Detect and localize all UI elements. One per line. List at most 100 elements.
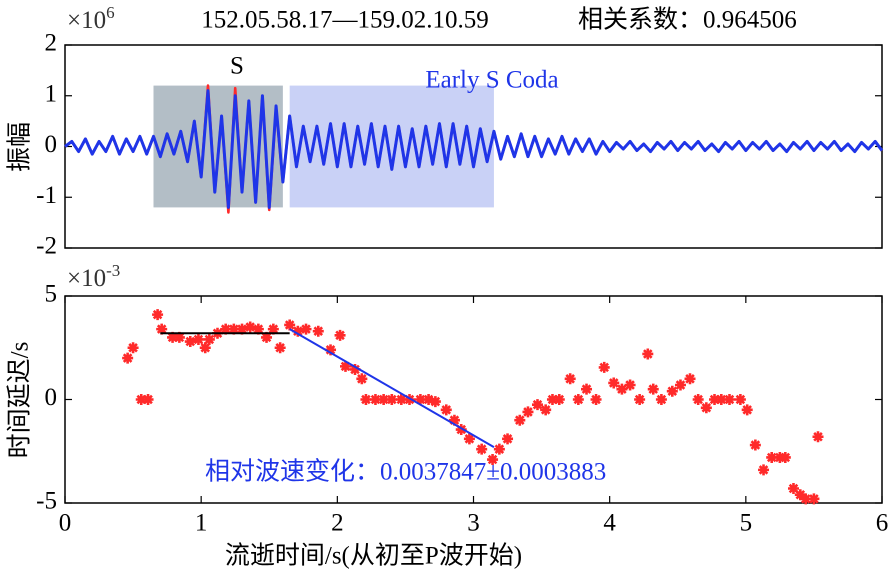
scatter-point xyxy=(634,394,646,405)
scatter-point xyxy=(666,385,678,397)
scatter-point xyxy=(581,383,593,395)
multiplier-exponent: 6 xyxy=(106,3,115,22)
scatter-point xyxy=(572,394,584,405)
x-tick-label: 0 xyxy=(59,510,72,537)
scatter-point xyxy=(440,404,452,416)
scatter-point xyxy=(292,325,304,337)
scatter-point xyxy=(236,323,248,335)
scatter-point xyxy=(274,342,286,354)
scatter-point xyxy=(429,396,441,408)
axis-multiplier: ×10-3 xyxy=(67,261,120,292)
scatter-point xyxy=(325,344,337,356)
scatter-point xyxy=(167,331,179,343)
shaded-region xyxy=(289,85,494,208)
scatter-point xyxy=(463,433,475,445)
y-tick-label: 1 xyxy=(45,80,58,107)
multiplier-base: ×10 xyxy=(67,265,106,292)
multiplier-base: ×10 xyxy=(67,7,106,34)
scatter-point xyxy=(423,394,435,405)
scatter-point xyxy=(715,394,727,405)
scatter-point xyxy=(749,439,761,451)
scatter-point xyxy=(642,348,654,360)
scatter-point xyxy=(386,394,398,405)
scatter-point xyxy=(647,383,659,395)
scatter-point xyxy=(122,352,134,364)
scatter-point xyxy=(135,394,147,405)
multiplier-exponent: -3 xyxy=(106,261,120,280)
scatter-point xyxy=(812,431,824,443)
scatter-point xyxy=(127,342,139,354)
scatter-point xyxy=(395,394,407,405)
scatter-point xyxy=(192,333,204,345)
scatter-point xyxy=(220,323,232,335)
scatter-point xyxy=(624,379,636,391)
scatter-point xyxy=(487,454,499,466)
scatter-point xyxy=(590,394,602,405)
scatter-point xyxy=(356,373,368,385)
scatter-point xyxy=(152,309,164,321)
scatter-point xyxy=(692,394,704,405)
x-tick-label: 4 xyxy=(603,510,616,537)
scatter-point xyxy=(369,394,381,405)
fit-line xyxy=(289,328,495,448)
scatter-point xyxy=(531,399,543,411)
scatter-point xyxy=(800,493,812,505)
scatter-point xyxy=(564,373,576,385)
scatter-point xyxy=(734,394,746,405)
chart-subtitle: 相关系数：0.964506 xyxy=(578,6,797,34)
scatter-point xyxy=(476,443,488,455)
scatter-point xyxy=(360,394,372,405)
y-tick-label: 2 xyxy=(45,30,58,57)
scatter-point xyxy=(684,373,696,385)
y-axis-label: 时间延迟/s xyxy=(6,342,34,459)
scatter-point xyxy=(502,433,514,445)
x-tick-label: 6 xyxy=(876,510,889,537)
scatter-point xyxy=(173,331,185,343)
scatter-point xyxy=(758,464,770,476)
y-tick-label: 5 xyxy=(45,281,58,308)
scatter-point xyxy=(378,394,390,405)
x-axis-label: 流逝时间/s(从初至P波开始) xyxy=(225,542,522,570)
chart-title: 152.05.58.17—159.02.10.59 xyxy=(201,7,489,34)
y-tick-label: -5 xyxy=(36,488,57,515)
scatter-point xyxy=(184,336,196,348)
scatter-point xyxy=(553,394,565,405)
scatter-point xyxy=(349,363,361,375)
scatter-point xyxy=(142,394,154,405)
scatter-point xyxy=(261,331,273,343)
scatter-point xyxy=(284,319,296,331)
scatter-point xyxy=(787,483,799,495)
region-label: S xyxy=(230,53,244,80)
x-tick-label: 5 xyxy=(740,510,753,537)
scatter-point xyxy=(252,323,264,335)
scatter-point xyxy=(312,325,324,337)
annotation: 相对波速变化：0.0037847±0.0003883 xyxy=(205,458,606,486)
scatter-point xyxy=(244,321,256,333)
scatter-point xyxy=(514,414,526,426)
scatter-point xyxy=(404,394,416,405)
scatter-point xyxy=(546,394,558,405)
y-tick-label: -1 xyxy=(36,182,57,209)
scatter-point xyxy=(203,333,215,345)
scatter-point xyxy=(741,404,753,416)
scatter-point xyxy=(723,394,735,405)
scatter-point xyxy=(766,451,778,463)
scatter-point xyxy=(779,451,791,463)
scatter-point xyxy=(616,383,628,395)
region-label: Early S Coda xyxy=(425,67,558,94)
y-tick-label: 0 xyxy=(45,131,58,158)
x-tick-label: 3 xyxy=(467,510,480,537)
scatter-point xyxy=(700,402,712,414)
scatter-point xyxy=(267,323,279,335)
scatter-point xyxy=(300,323,312,335)
scatter-point xyxy=(674,379,686,391)
scatter-point xyxy=(794,489,806,501)
scatter-point xyxy=(455,424,467,436)
scatter-point xyxy=(493,443,505,455)
scatter-point xyxy=(655,394,667,405)
y-tick-label: -2 xyxy=(36,233,57,260)
x-tick-label: 1 xyxy=(195,510,208,537)
scatter-point xyxy=(608,377,620,389)
